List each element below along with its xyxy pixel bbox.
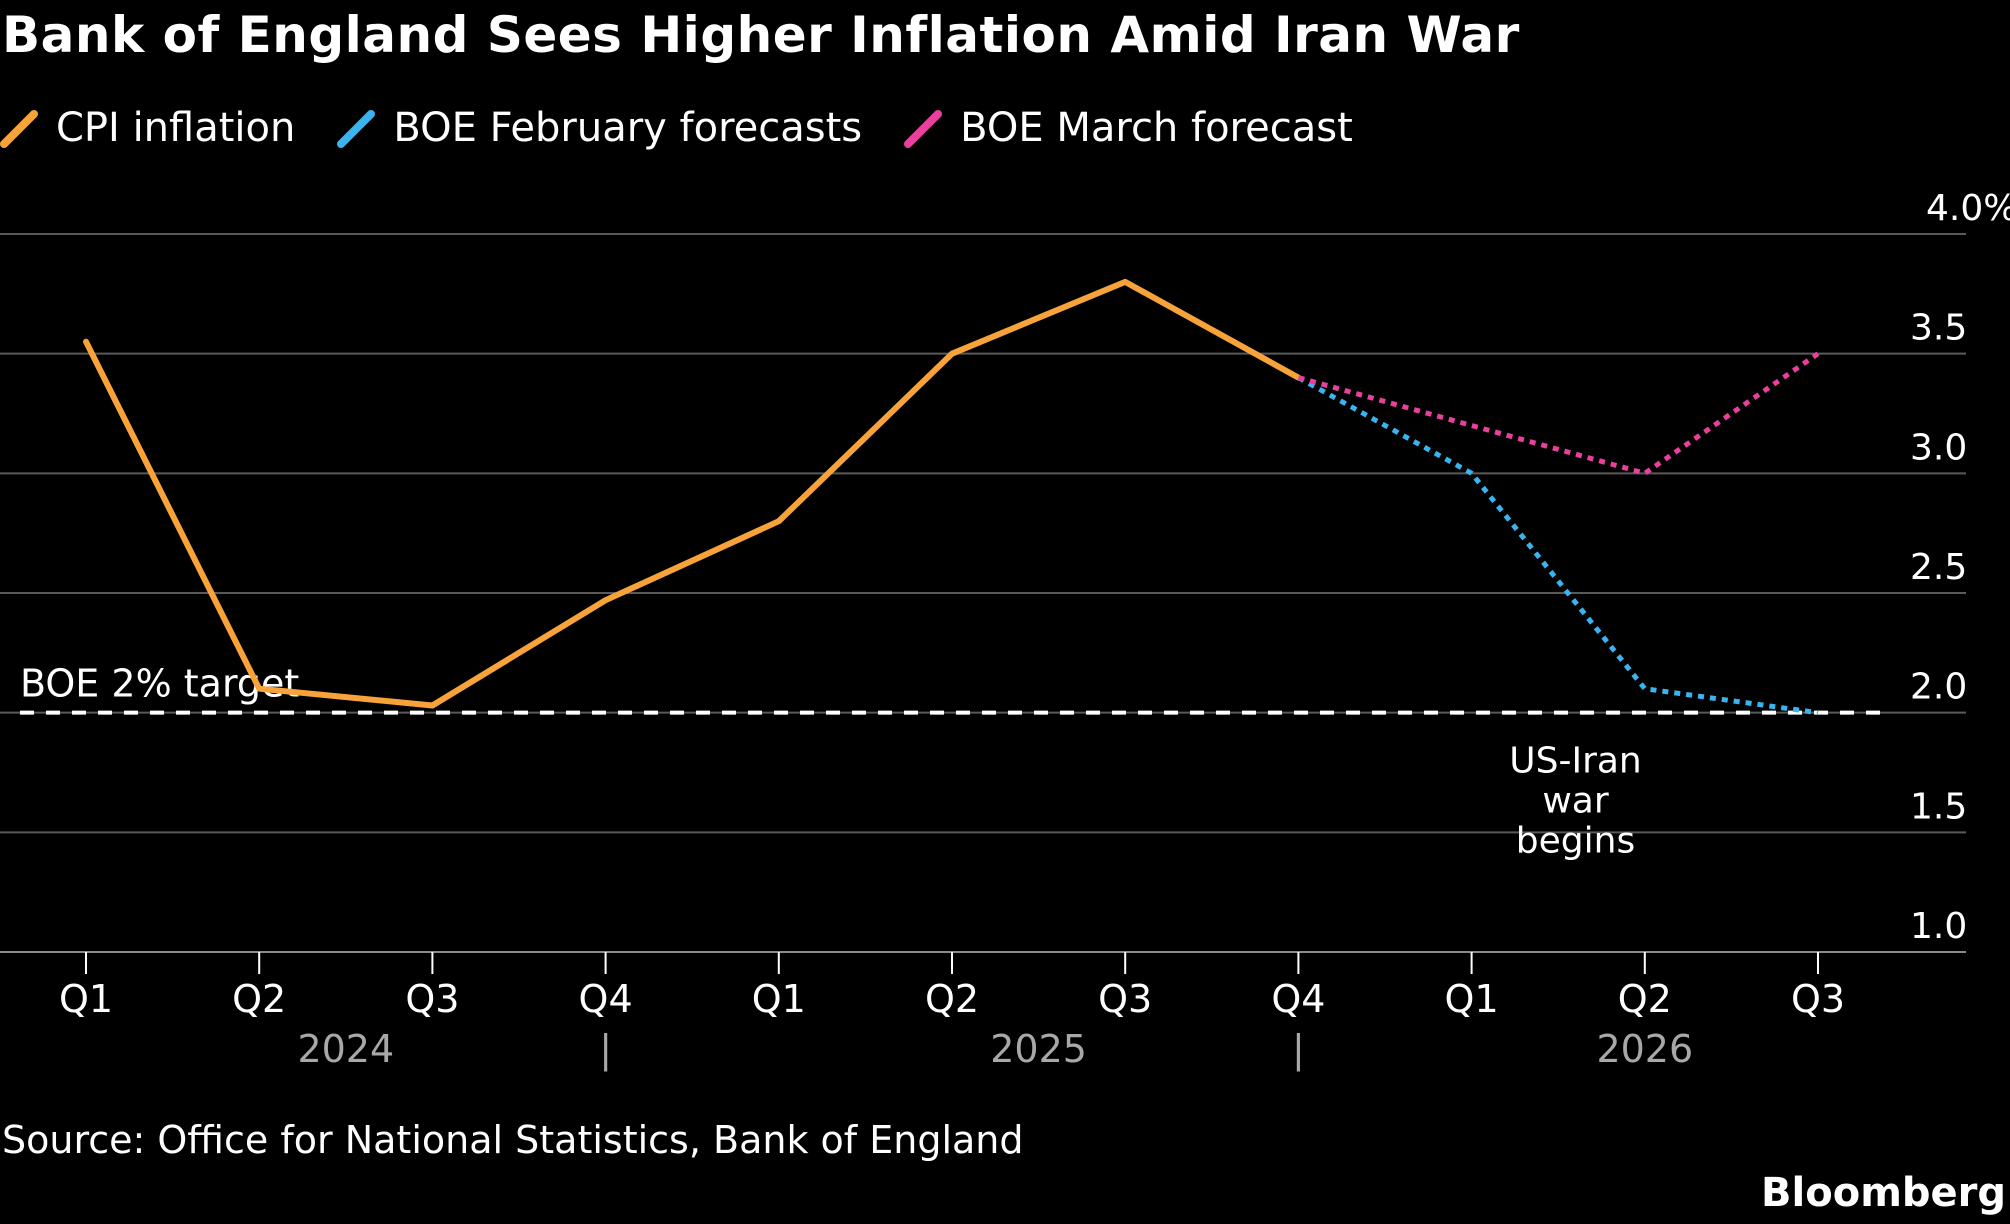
y-tick-label: 1.5 — [1910, 786, 1967, 827]
year-separator: | — [1292, 1027, 1305, 1072]
annotation-text: US-Iran — [1509, 740, 1642, 781]
y-tick-label: 3.5 — [1910, 308, 1967, 349]
series-line-1 — [86, 282, 1298, 706]
series-line-3 — [1298, 354, 1818, 474]
year-label: 2025 — [990, 1027, 1087, 1071]
x-tick-label: Q4 — [1271, 977, 1325, 1021]
series-line-2 — [1298, 378, 1818, 713]
year-label: 2024 — [297, 1027, 394, 1071]
y-tick-label: 1.0 — [1910, 906, 1967, 947]
annotation-text: war — [1542, 780, 1609, 821]
y-tick-label: 2.5 — [1910, 547, 1967, 588]
y-tick-label: 3.0 — [1910, 427, 1967, 468]
annotation-text: begins — [1516, 820, 1635, 861]
x-tick-label: Q2 — [1618, 977, 1672, 1021]
x-tick-label: Q2 — [925, 977, 979, 1021]
x-tick-label: Q3 — [405, 977, 459, 1021]
source-note: Source: Office for National Statistics, … — [2, 1118, 1024, 1162]
year-label: 2026 — [1596, 1027, 1693, 1071]
x-tick-label: Q4 — [579, 977, 633, 1021]
x-tick-label: Q3 — [1791, 977, 1845, 1021]
bloomberg-logo: Bloomberg — [1761, 1170, 2006, 1216]
year-separator: | — [599, 1027, 612, 1072]
x-tick-label: Q3 — [1098, 977, 1152, 1021]
x-tick-label: Q1 — [752, 977, 806, 1021]
x-tick-label: Q1 — [1445, 977, 1499, 1021]
y-tick-label: 2.0 — [1910, 667, 1967, 708]
x-tick-label: Q2 — [232, 977, 286, 1021]
y-tick-label: 4.0% — [1926, 188, 2010, 229]
x-tick-label: Q1 — [59, 977, 113, 1021]
